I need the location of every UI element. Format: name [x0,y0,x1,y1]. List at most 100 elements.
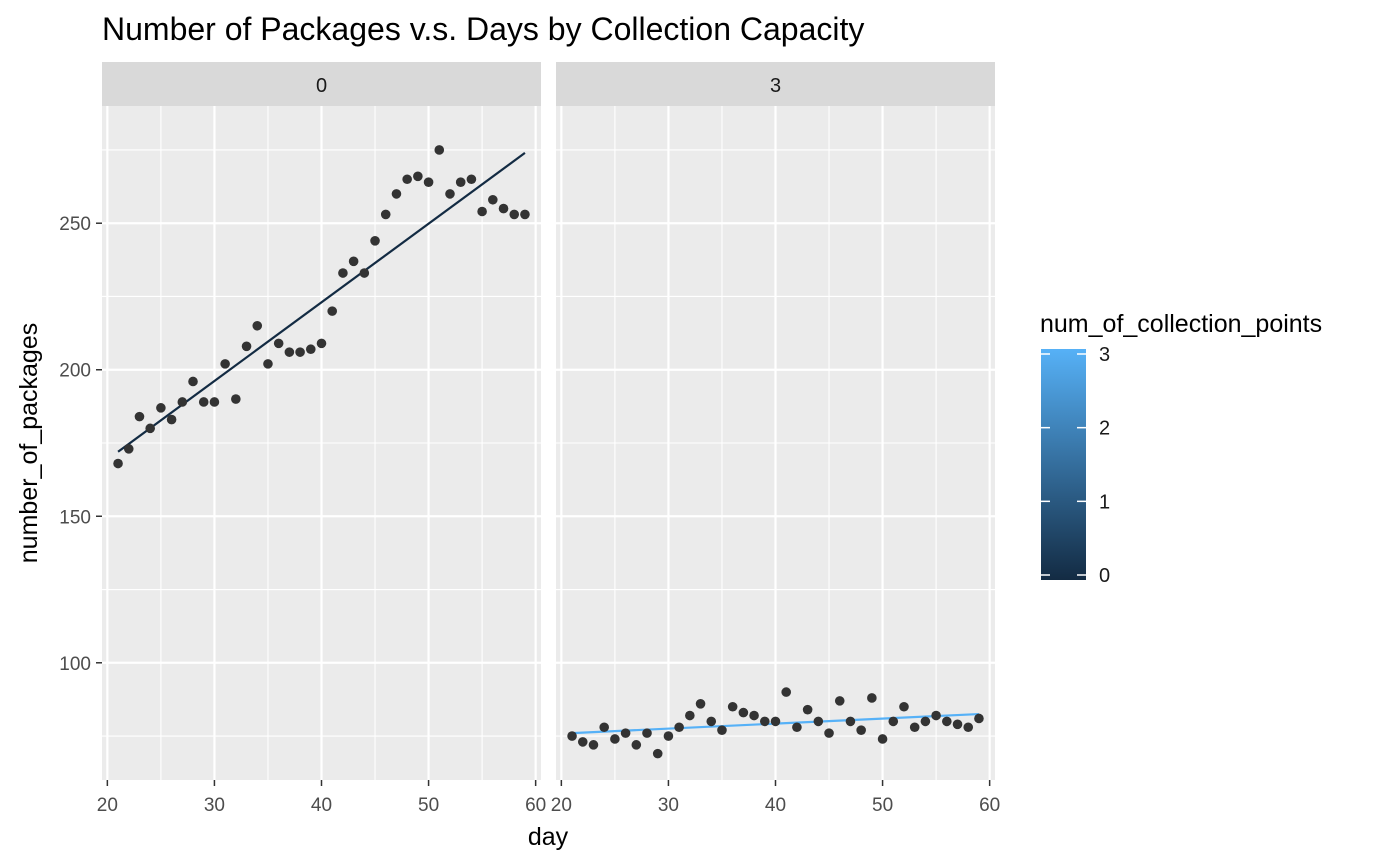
data-point [241,341,252,352]
data-point [770,716,781,727]
data-point [620,728,631,738]
data-point [434,145,445,155]
data-point [642,728,652,738]
y-axis-title: number_of_packages [15,323,43,563]
data-point [856,725,866,735]
data-point [942,716,952,727]
data-point [706,716,717,727]
data-point [834,696,845,706]
data-point [466,174,477,185]
facet-panel-3: 3 [556,62,995,780]
data-point [252,320,263,331]
data-point [113,458,123,469]
data-point [488,194,498,205]
y-tick-label: 250 [59,214,91,235]
data-point [509,209,520,220]
data-point [123,444,134,454]
y-axis: 100 150 200 250 [59,214,102,675]
data-point [695,699,706,709]
x-tick-label: 30 [204,795,225,816]
x-tick-label: 40 [311,795,332,816]
data-point [727,701,738,712]
x-tick-label: 60 [525,795,546,816]
data-point [631,740,642,750]
data-point [674,722,684,733]
data-point [156,403,166,413]
data-point [920,716,931,727]
data-point [909,722,920,733]
color-legend: num_of_collection_points 0 1 2 3 [1040,310,1322,587]
data-point [888,716,899,727]
data-point [781,687,792,697]
data-point [231,394,241,404]
data-point [177,397,188,407]
data-point [498,203,509,214]
data-point [963,722,974,733]
data-point [166,414,177,425]
data-point [445,189,455,199]
data-point [263,359,273,369]
facet-strip [556,62,995,106]
data-point [284,347,295,357]
data-point [327,306,338,316]
data-point [813,716,824,727]
data-point [738,707,749,718]
data-point [792,722,802,733]
legend-tick-label: 0 [1099,565,1110,587]
data-point [413,171,423,182]
data-point [520,209,530,220]
data-point [759,716,770,727]
x-tick-label: 20 [97,795,118,816]
y-tick-label: 100 [59,654,91,675]
data-point [188,376,198,387]
data-point [952,719,963,730]
data-point [220,359,230,369]
x-axis: 20 30 40 50 60 20 30 40 50 60 [97,780,1000,816]
data-point [685,710,695,721]
data-point [316,338,327,349]
data-point [599,722,609,733]
data-point [588,740,599,750]
legend-ticks: 0 1 2 3 [1041,344,1110,587]
data-point [380,209,391,220]
data-point [455,177,466,187]
data-point [295,347,305,357]
x-tick-label: 50 [872,795,893,816]
x-tick-label: 50 [418,795,439,816]
data-point [899,701,909,712]
data-point [974,713,984,724]
x-tick-label: 60 [979,795,1000,816]
data-point [717,725,727,735]
data-point [305,344,316,355]
facet-strip-label: 3 [770,75,781,97]
data-point [663,731,674,741]
data-point [652,748,663,759]
legend-tick-label: 3 [1099,344,1110,366]
facet-strip [102,62,541,106]
legend-tick-label: 2 [1099,418,1110,440]
x-tick-label: 30 [658,795,679,816]
data-point [867,693,877,703]
data-point [402,174,412,185]
facet-strip-label: 0 [316,75,327,97]
data-point [338,268,348,278]
chart-title: Number of Packages v.s. Days by Collecti… [102,11,864,47]
data-point [273,338,284,349]
data-point [567,731,577,741]
y-tick-label: 150 [59,507,91,528]
data-point [845,716,856,727]
x-tick-label: 20 [551,795,572,816]
data-point [802,704,813,715]
data-point [423,177,434,187]
data-point [931,710,941,721]
y-tick-label: 200 [59,361,91,382]
data-point [577,737,588,747]
x-axis-title: day [528,823,569,851]
data-point [610,734,620,744]
legend-colorbar [1041,349,1086,580]
data-point [209,397,220,407]
data-point [370,236,380,246]
data-point [348,256,359,267]
